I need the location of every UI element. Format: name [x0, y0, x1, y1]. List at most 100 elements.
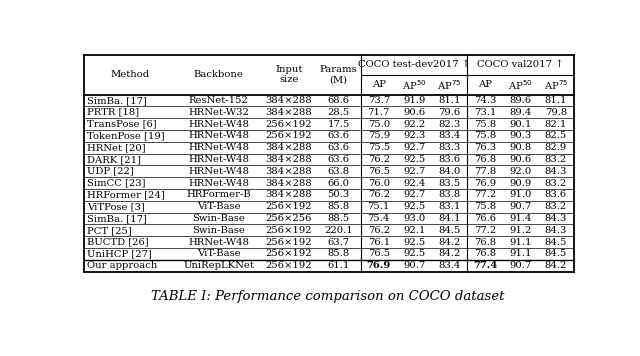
- Text: 77.2: 77.2: [474, 226, 496, 235]
- Text: 256×192: 256×192: [266, 202, 312, 211]
- Text: 82.5: 82.5: [545, 131, 567, 140]
- Text: HRNet-W48: HRNet-W48: [188, 120, 250, 129]
- Text: 83.4: 83.4: [438, 261, 461, 270]
- Text: 76.8: 76.8: [474, 237, 496, 247]
- Text: 61.1: 61.1: [328, 261, 350, 270]
- Text: 256×192: 256×192: [266, 226, 312, 235]
- Text: Our approach: Our approach: [87, 261, 157, 270]
- Text: Input
size: Input size: [275, 65, 303, 84]
- Text: 71.7: 71.7: [367, 108, 390, 117]
- Text: 28.5: 28.5: [328, 108, 350, 117]
- Text: 83.2: 83.2: [545, 202, 567, 211]
- Text: 81.1: 81.1: [438, 96, 461, 105]
- Text: 256×256: 256×256: [266, 214, 312, 223]
- Text: AP$^{50}$: AP$^{50}$: [402, 78, 426, 91]
- Text: 92.2: 92.2: [403, 120, 426, 129]
- Text: 92.0: 92.0: [509, 167, 532, 176]
- Text: 73.7: 73.7: [367, 96, 390, 105]
- Text: 92.7: 92.7: [403, 190, 426, 199]
- Text: Params
(M): Params (M): [320, 65, 358, 84]
- Text: 384×288: 384×288: [266, 143, 312, 152]
- Text: 75.8: 75.8: [474, 120, 496, 129]
- Text: 63.6: 63.6: [328, 155, 349, 164]
- Text: 91.4: 91.4: [509, 214, 532, 223]
- Text: 76.9: 76.9: [367, 261, 391, 270]
- Text: 90.8: 90.8: [509, 143, 532, 152]
- Text: HRNet-W32: HRNet-W32: [188, 108, 249, 117]
- Text: HRFormer [24]: HRFormer [24]: [87, 190, 164, 199]
- Text: 90.9: 90.9: [509, 179, 532, 188]
- Text: Backbone: Backbone: [194, 70, 244, 79]
- Text: 85.8: 85.8: [328, 202, 350, 211]
- Text: 384×288: 384×288: [266, 108, 312, 117]
- Text: Method: Method: [110, 70, 150, 79]
- Text: ViT-Base: ViT-Base: [197, 250, 241, 258]
- Text: 93.0: 93.0: [403, 214, 426, 223]
- Text: HRNet-W48: HRNet-W48: [188, 131, 250, 140]
- Text: HRFormer-B: HRFormer-B: [186, 190, 251, 199]
- Text: 75.8: 75.8: [474, 202, 496, 211]
- Text: AP$^{75}$: AP$^{75}$: [543, 78, 568, 91]
- Text: 92.5: 92.5: [403, 155, 426, 164]
- Text: 76.5: 76.5: [368, 167, 390, 176]
- Text: 84.2: 84.2: [438, 250, 461, 258]
- Text: 384×288: 384×288: [266, 190, 312, 199]
- Text: 92.5: 92.5: [403, 237, 426, 247]
- Text: TokenPose [19]: TokenPose [19]: [87, 131, 164, 140]
- Text: TransPose [6]: TransPose [6]: [87, 120, 157, 129]
- Text: 84.5: 84.5: [545, 237, 567, 247]
- Text: SimBa. [17]: SimBa. [17]: [87, 96, 147, 105]
- Text: 75.1: 75.1: [367, 202, 390, 211]
- Text: 75.0: 75.0: [367, 120, 390, 129]
- Text: SimCC [23]: SimCC [23]: [87, 179, 145, 188]
- Text: 76.5: 76.5: [368, 250, 390, 258]
- Text: 91.1: 91.1: [509, 250, 532, 258]
- Text: 220.1: 220.1: [324, 226, 353, 235]
- Text: 74.3: 74.3: [474, 96, 496, 105]
- Text: HRNet [20]: HRNet [20]: [87, 143, 145, 152]
- Text: 75.4: 75.4: [367, 214, 390, 223]
- Text: UniRepLKNet: UniRepLKNet: [183, 261, 254, 270]
- Text: 83.5: 83.5: [438, 179, 461, 188]
- Text: 90.7: 90.7: [403, 261, 426, 270]
- Text: 76.2: 76.2: [368, 226, 390, 235]
- Text: UniHCP [27]: UniHCP [27]: [87, 250, 152, 258]
- Text: 84.2: 84.2: [438, 237, 461, 247]
- Text: 85.8: 85.8: [328, 250, 350, 258]
- Text: 81.1: 81.1: [545, 96, 567, 105]
- Text: 91.0: 91.0: [509, 190, 532, 199]
- Text: ResNet-152: ResNet-152: [189, 96, 249, 105]
- Text: 79.8: 79.8: [545, 108, 567, 117]
- Text: 256×192: 256×192: [266, 250, 312, 258]
- Text: Swin-Base: Swin-Base: [193, 226, 245, 235]
- Text: 82.3: 82.3: [438, 120, 461, 129]
- Text: 84.0: 84.0: [438, 167, 461, 176]
- Text: 75.8: 75.8: [474, 131, 496, 140]
- Text: 63.7: 63.7: [328, 237, 349, 247]
- Text: 77.2: 77.2: [474, 190, 496, 199]
- Text: HRNet-W48: HRNet-W48: [188, 179, 250, 188]
- Text: 92.4: 92.4: [403, 179, 426, 188]
- Text: HRNet-W48: HRNet-W48: [188, 155, 250, 164]
- Text: SimBa. [17]: SimBa. [17]: [87, 214, 147, 223]
- Text: PRTR [18]: PRTR [18]: [87, 108, 139, 117]
- Text: 63.8: 63.8: [328, 167, 349, 176]
- Text: 90.1: 90.1: [509, 120, 532, 129]
- Text: AP: AP: [478, 80, 492, 89]
- Text: 76.8: 76.8: [474, 250, 496, 258]
- Text: 384×288: 384×288: [266, 167, 312, 176]
- Text: 76.1: 76.1: [367, 237, 390, 247]
- Text: 92.7: 92.7: [403, 143, 426, 152]
- Text: 84.3: 84.3: [545, 167, 567, 176]
- Text: 76.2: 76.2: [368, 155, 390, 164]
- Text: 79.6: 79.6: [438, 108, 461, 117]
- Text: 91.2: 91.2: [509, 226, 532, 235]
- Text: TABLE I: Performance comparison on COCO dataset: TABLE I: Performance comparison on COCO …: [151, 290, 505, 303]
- Text: 92.5: 92.5: [403, 202, 426, 211]
- Text: 82.9: 82.9: [545, 143, 567, 152]
- Text: 83.2: 83.2: [545, 155, 567, 164]
- Text: 83.4: 83.4: [438, 131, 461, 140]
- Text: 75.5: 75.5: [367, 143, 390, 152]
- Text: 76.2: 76.2: [368, 190, 390, 199]
- Text: 76.9: 76.9: [474, 179, 496, 188]
